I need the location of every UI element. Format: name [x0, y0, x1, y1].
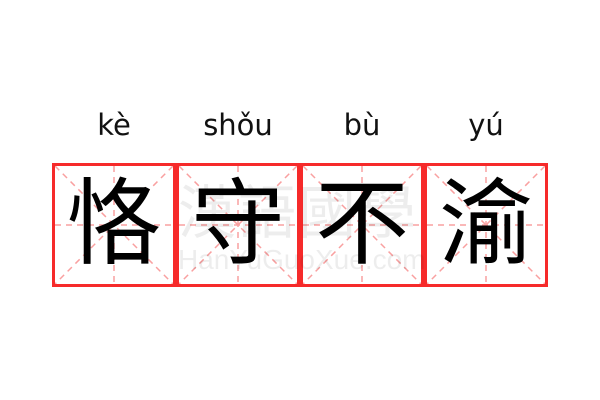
hanzi-0: 恪: [66, 170, 161, 279]
grid-cell: 守: [176, 163, 300, 287]
pinyin-3: yú: [468, 108, 504, 142]
pinyin-1: shǒu: [203, 108, 273, 142]
hanzi-2: 不: [314, 170, 409, 279]
pinyin-0: kè: [97, 108, 131, 142]
hanzi-3: 渝: [438, 170, 533, 279]
guide-lines: [179, 166, 297, 284]
guide-lines: [427, 166, 545, 284]
guide-lines: [55, 166, 173, 284]
grid-cell: 不: [300, 163, 424, 287]
grid-cell: 渝: [424, 163, 548, 287]
hanzi-1: 守: [190, 170, 285, 279]
guide-lines: [303, 166, 421, 284]
grid-cell: 恪: [52, 163, 176, 287]
character-grid: 恪 守 不 渝: [52, 163, 548, 287]
pinyin-2: bù: [343, 108, 381, 142]
